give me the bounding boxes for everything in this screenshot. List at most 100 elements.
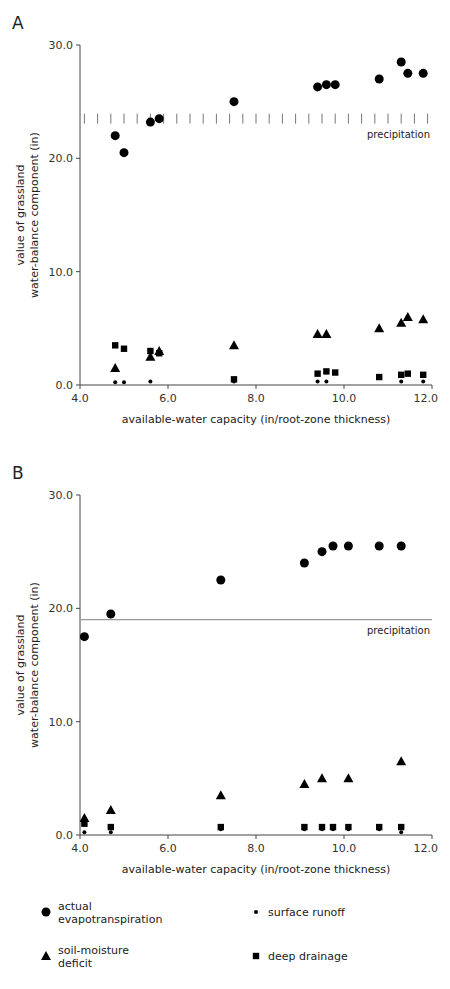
panel: B0.010.020.030.04.06.08.010.012.0availab…: [12, 463, 438, 876]
marker-dot: [399, 830, 403, 834]
marker-square: [301, 824, 307, 830]
marker-circle: [322, 80, 331, 89]
text-line: value of grassland: [14, 164, 27, 265]
marker-circle: [329, 542, 338, 551]
precipitation-tick: [124, 114, 125, 124]
marker-circle: [300, 559, 309, 568]
series: [110, 312, 428, 372]
precipitation-tick: [256, 114, 257, 124]
marker-square: [81, 820, 87, 826]
x-axis-label: available-water capacity (in/root-zone t…: [122, 863, 390, 876]
marker-triangle: [216, 790, 226, 799]
precipitation-tick: [308, 114, 309, 124]
text-line: actual: [58, 900, 92, 913]
marker-square: [319, 824, 325, 830]
precipitation-tick: [361, 114, 362, 124]
legend-label: actualevapotranspiration: [58, 900, 162, 926]
marker-square: [253, 953, 259, 959]
marker-square: [345, 824, 351, 830]
y-axis-line: [80, 45, 81, 385]
legend-item: surface runoff: [254, 906, 345, 919]
x-tick-label: 12.0: [414, 842, 439, 855]
y-tick: [76, 158, 80, 159]
series: [82, 827, 403, 834]
y-tick: [76, 385, 80, 386]
marker-triangle: [317, 773, 327, 782]
marker-circle: [155, 114, 164, 123]
precipitation-tick: [388, 114, 389, 124]
marker-square: [156, 350, 162, 356]
marker-square: [112, 342, 118, 348]
y-axis-label: value of grasslandwater-balance componen…: [14, 582, 41, 748]
y-tick-label: 30.0: [49, 489, 74, 502]
y-axis-label: value of grasslandwater-balance componen…: [14, 132, 41, 298]
precipitation-line: [80, 619, 432, 620]
marker-square: [218, 824, 224, 830]
marker-triangle: [343, 773, 353, 782]
marker-square: [398, 824, 404, 830]
marker-circle: [120, 148, 129, 157]
marker-triangle: [229, 340, 239, 349]
precipitation-tick: [427, 114, 428, 124]
x-tick-label: 4.0: [71, 842, 89, 855]
precipitation-tick: [269, 114, 270, 124]
marker-square: [398, 372, 404, 378]
marker-dot: [316, 380, 320, 384]
panel: A0.010.020.030.04.06.08.010.012.0availab…: [12, 13, 438, 426]
plot-area: [80, 542, 432, 835]
series: [113, 380, 425, 385]
y-axis-line: [80, 495, 81, 835]
precipitation-tick: [216, 114, 217, 124]
x-tick: [432, 385, 433, 389]
x-tick: [168, 835, 169, 839]
marker-circle: [216, 576, 225, 585]
marker-square: [121, 346, 127, 352]
marker-square: [231, 376, 237, 382]
x-tick: [80, 385, 81, 389]
text-line: deep drainage: [268, 950, 348, 963]
x-tick-label: 8.0: [247, 842, 265, 855]
precipitation-tick: [229, 114, 230, 124]
marker-circle: [344, 542, 353, 551]
precipitation-tick: [242, 114, 243, 124]
text-line: water-balance component (in): [28, 132, 41, 298]
marker-triangle: [396, 756, 406, 765]
marker-circle: [397, 58, 406, 67]
marker-circle: [397, 542, 406, 551]
y-tick: [76, 45, 80, 46]
marker-circle: [318, 547, 327, 556]
x-tick: [168, 385, 169, 389]
x-tick: [256, 835, 257, 839]
text-line: value of grassland: [14, 614, 27, 715]
marker-dot: [122, 380, 126, 384]
precipitation-label: precipitation: [367, 625, 430, 636]
precipitation-tick: [374, 114, 375, 124]
y-tick-label: 0.0: [56, 829, 74, 842]
marker-dot: [324, 380, 328, 384]
series: [80, 756, 406, 822]
x-tick-label: 12.0: [414, 392, 439, 405]
y-tick-label: 0.0: [56, 379, 74, 392]
x-tick-label: 4.0: [71, 392, 89, 405]
legend-label: deep drainage: [268, 950, 348, 963]
marker-circle: [111, 131, 120, 140]
marker-dot: [148, 380, 152, 384]
y-tick-label: 20.0: [49, 152, 74, 165]
marker-dot: [109, 830, 113, 834]
text-line: water-balance component (in): [28, 582, 41, 748]
y-tick: [76, 835, 80, 836]
chart-svg: A0.010.020.030.04.06.08.010.012.0availab…: [0, 0, 450, 989]
precipitation-tick: [414, 114, 415, 124]
x-tick: [256, 385, 257, 389]
precipitation-label: precipitation: [367, 129, 430, 140]
legend-item: soil-moisturedeficit: [41, 944, 129, 970]
series: [81, 820, 404, 830]
x-tick-label: 10.0: [332, 842, 357, 855]
series: [111, 58, 428, 158]
text-line: evapotranspiration: [58, 913, 162, 926]
marker-dot: [399, 380, 403, 384]
marker-square: [330, 824, 336, 830]
y-tick: [76, 721, 80, 722]
precipitation-tick: [295, 114, 296, 124]
marker-circle: [375, 75, 384, 84]
